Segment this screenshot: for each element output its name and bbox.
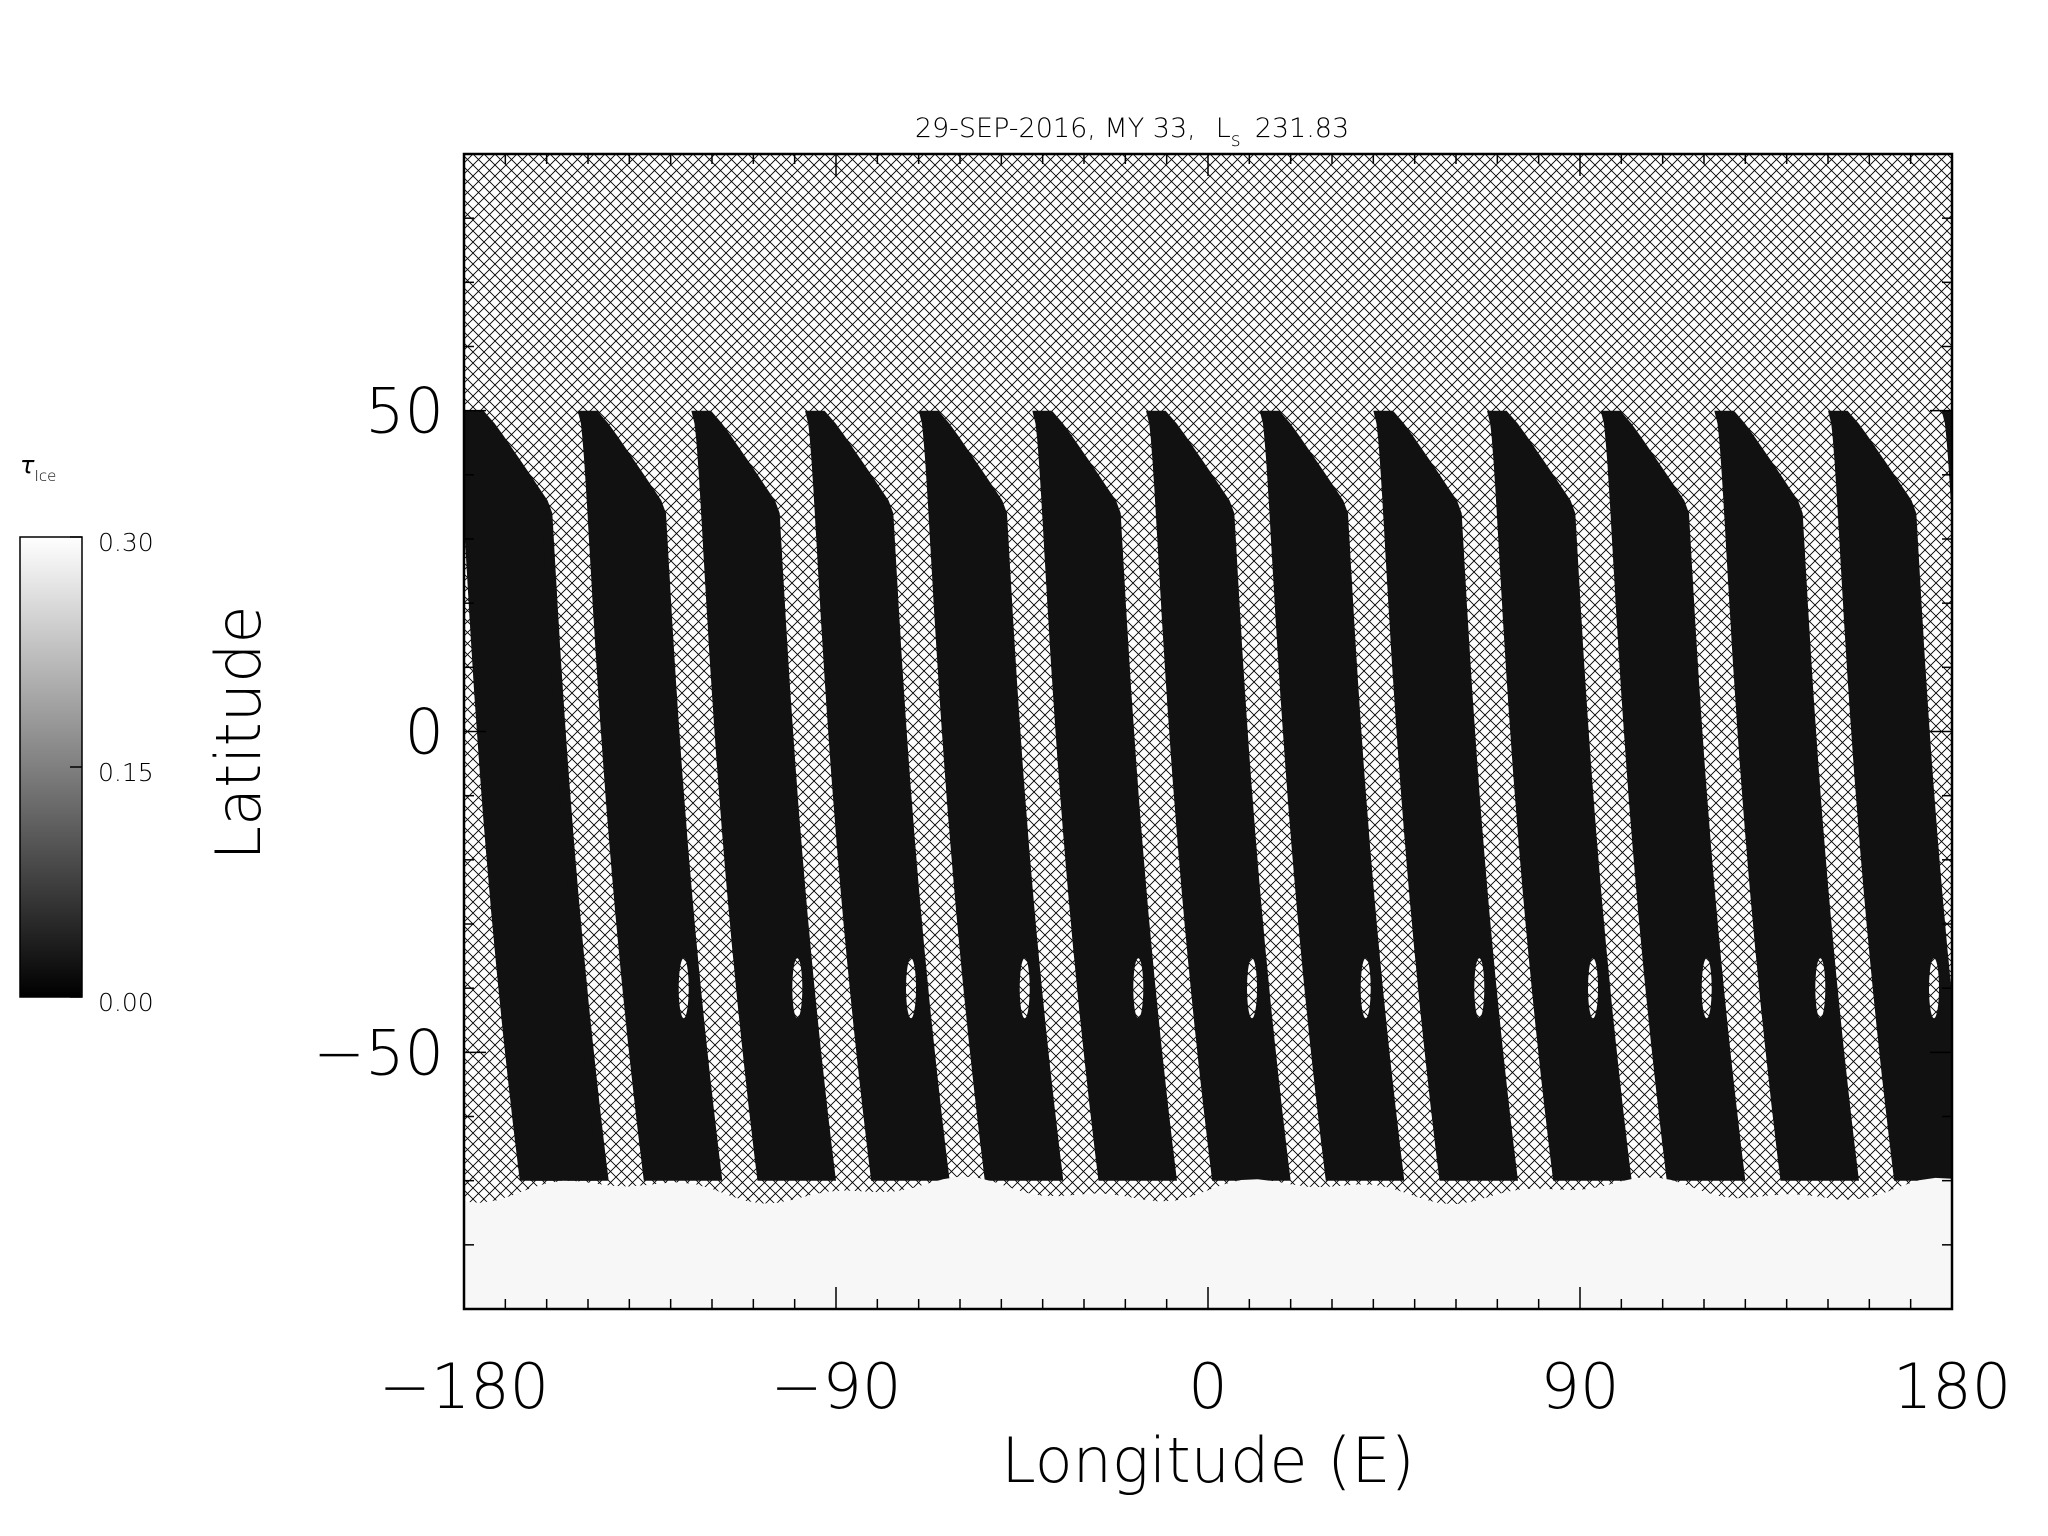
swath-gap xyxy=(1133,958,1144,1019)
swath-gap xyxy=(2043,958,2048,1018)
swath-gap xyxy=(1360,958,1371,1019)
colorbar-tick-label-mid: 0.15 xyxy=(98,758,154,787)
x-tick-label: 0 xyxy=(1188,1350,1227,1423)
x-tick-label: −180 xyxy=(379,1350,549,1423)
swath-gap xyxy=(1815,958,1826,1019)
swath-gap xyxy=(1701,958,1712,1019)
polar-hood-layer xyxy=(464,1176,1952,1309)
y-tick-label: −50 xyxy=(313,1016,444,1089)
swath-gap xyxy=(1588,958,1598,1019)
chart-title-ls-value: 231.83 xyxy=(1255,113,1349,144)
colorbar: τIce 0.30 0.15 0.00 xyxy=(19,451,154,1017)
x-tick-label: 90 xyxy=(1541,1350,1620,1423)
swath-gap xyxy=(906,958,916,1019)
y-tick-label: 0 xyxy=(405,696,444,769)
colorbar-tick-label-min: 0.00 xyxy=(98,988,154,1017)
colorbar-tick-label-max: 0.30 xyxy=(98,528,154,557)
swath xyxy=(1941,410,1952,523)
plot-area xyxy=(464,154,2048,1309)
swath-gap xyxy=(1247,958,1257,1019)
chart-title-date: 29-SEP-2016, MY 33, xyxy=(915,113,1196,144)
colorbar-label-symbol: τ xyxy=(20,451,35,479)
x-axis-label: Longitude (E) xyxy=(1001,1424,1414,1497)
swath xyxy=(1828,410,1952,1181)
swath-gap xyxy=(678,958,689,1019)
swath-wrap xyxy=(464,410,599,1181)
swath-gap xyxy=(1019,958,1030,1019)
swath-gap xyxy=(792,958,803,1019)
chart-title: 29-SEP-2016, MY 33, Ls 231.83 xyxy=(915,113,1349,151)
colorbar-label-subscript: Ice xyxy=(34,467,56,485)
y-tick-label: 50 xyxy=(365,375,444,448)
axes: −180 −90 0 90 180 −50 0 50 xyxy=(313,154,2011,1423)
swath-layer xyxy=(464,410,2048,1181)
swath-gap xyxy=(1474,958,1485,1019)
chart-title-ls-symbol: L xyxy=(1216,113,1231,144)
swath-gap xyxy=(1929,958,1939,1019)
polar-hood xyxy=(464,1176,1952,1309)
x-tick-label: −90 xyxy=(771,1350,902,1423)
colorbar-label: τIce xyxy=(20,451,56,485)
chart-title-ls-subscript: s xyxy=(1231,129,1241,151)
y-axis-label: Latitude xyxy=(202,605,275,860)
x-tick-label: 180 xyxy=(1893,1350,2011,1423)
